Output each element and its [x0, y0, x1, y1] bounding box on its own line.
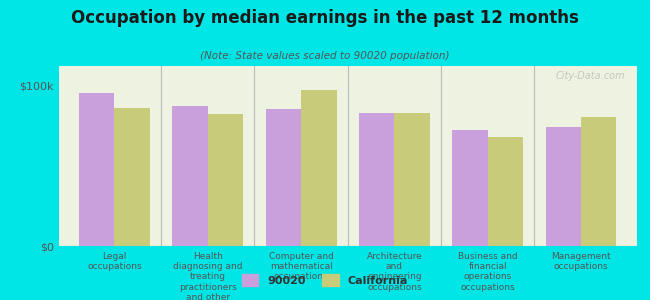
- Legend: 90020, California: 90020, California: [236, 269, 414, 291]
- Bar: [488, 137, 523, 246]
- Bar: [114, 108, 150, 246]
- Text: Occupation by median earnings in the past 12 months: Occupation by median earnings in the pas…: [71, 9, 579, 27]
- Text: (Note: State values scaled to 90020 population): (Note: State values scaled to 90020 popu…: [200, 51, 450, 61]
- Bar: [172, 106, 208, 246]
- Bar: [452, 130, 488, 246]
- Bar: [581, 117, 616, 246]
- Bar: [266, 110, 301, 246]
- Bar: [545, 127, 581, 246]
- Bar: [208, 114, 243, 246]
- Bar: [79, 93, 114, 246]
- Bar: [301, 90, 337, 246]
- Text: City-Data.com: City-Data.com: [556, 71, 625, 81]
- Bar: [395, 112, 430, 246]
- Bar: [359, 112, 395, 246]
